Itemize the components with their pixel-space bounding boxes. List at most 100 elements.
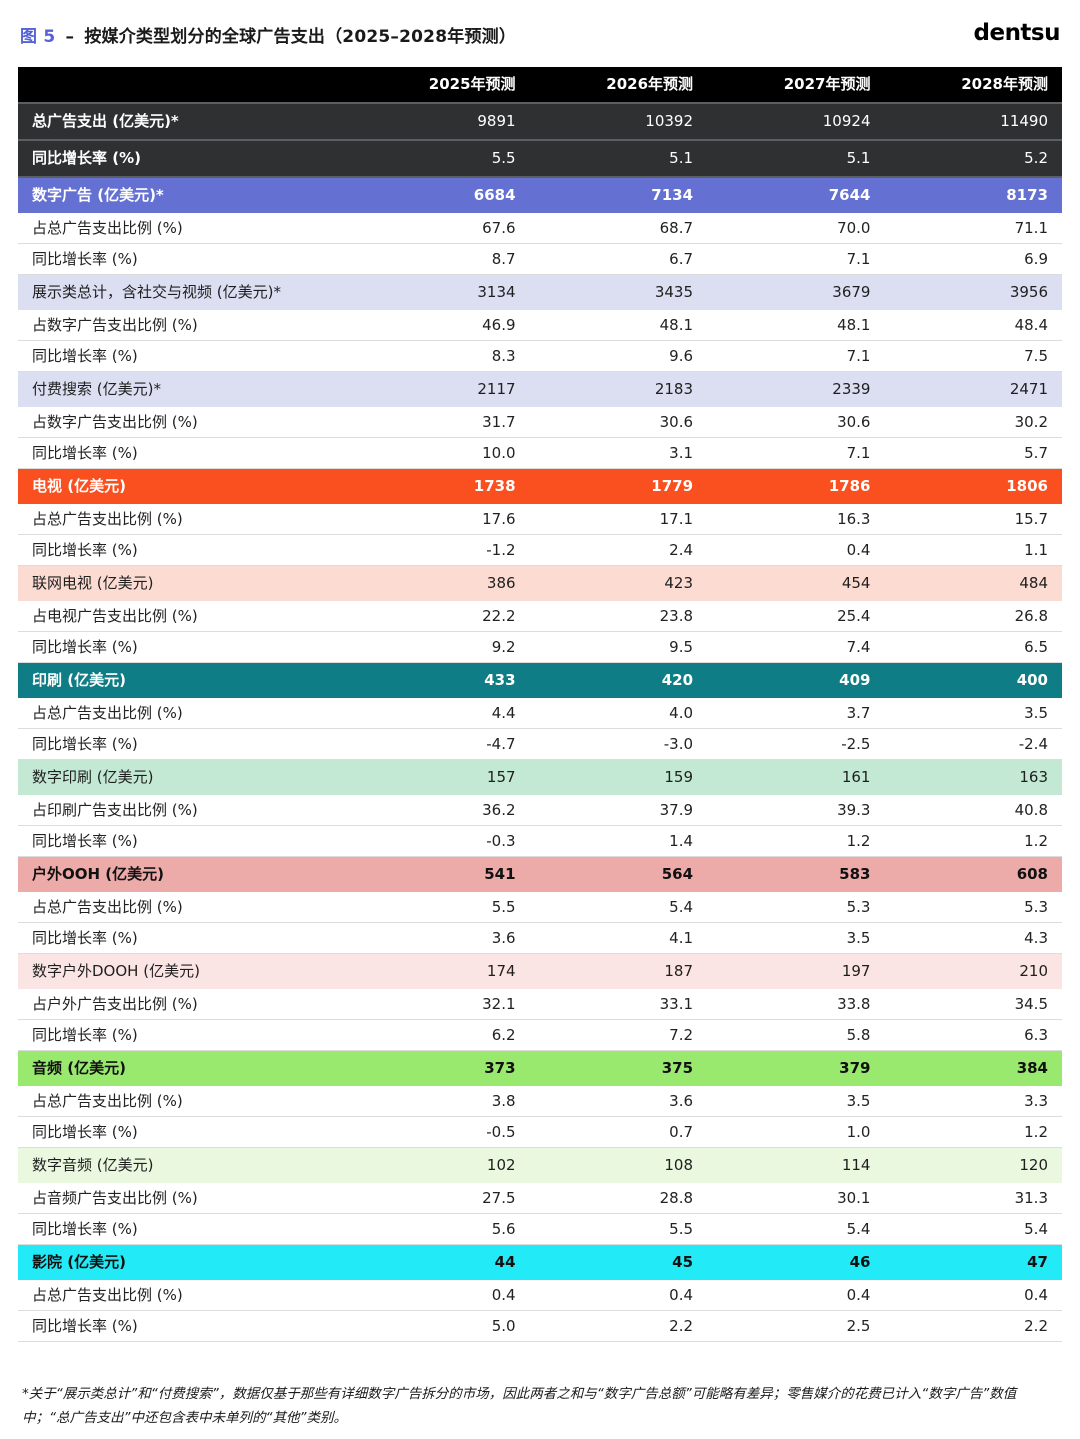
cell-value: 1.1 xyxy=(884,534,1062,566)
row-label: 同比增长率 (%) xyxy=(18,437,353,469)
cell-value: 10.0 xyxy=(352,437,530,469)
row-label: 同比增长率 (%) xyxy=(18,825,353,857)
table-row: 电视 (亿美元) 1738 1779 1786 1806 xyxy=(18,468,1062,504)
cell-value: 45 xyxy=(672,1253,694,1271)
table-row: 数字户外DOOH (亿美元) 174 187 197 210 xyxy=(18,953,1062,989)
cell-value: 11490 xyxy=(1000,112,1048,130)
cell-value: 400 xyxy=(1016,671,1048,689)
cell-value: 2471 xyxy=(1009,380,1048,398)
cell-value: 5.8 xyxy=(707,1019,885,1051)
cell-value: 10392 xyxy=(645,112,694,130)
cell-value: -0.3 xyxy=(352,825,530,857)
cell-value: 6.3 xyxy=(884,1019,1062,1051)
row-label: 同比增长率 (%) xyxy=(18,728,353,760)
cell-value: 157 xyxy=(486,768,516,786)
cell-value: 102 xyxy=(486,1156,516,1174)
cell-value: 3435 xyxy=(654,283,694,301)
row-label: 同比增长率 (%) xyxy=(18,340,353,372)
cell-value: 0.4 xyxy=(352,1280,530,1311)
cell-value: 159 xyxy=(664,768,694,786)
table-row: 占总广告支出比例 (%) 3.8 3.6 3.5 3.3 xyxy=(18,1086,1062,1117)
cell-value: 1.0 xyxy=(707,1116,885,1148)
cell-value: 1.4 xyxy=(529,825,708,857)
table-row: 同比增长率 (%) -0.3 1.4 1.2 1.2 xyxy=(18,825,1062,857)
cell-value: 5.3 xyxy=(884,892,1062,923)
cell-value: 15.7 xyxy=(884,504,1062,535)
cell-value: 4.3 xyxy=(884,922,1062,954)
title-text: 按媒介类型划分的全球广告支出（2025–2028年预测） xyxy=(84,27,517,47)
cell-value: 379 xyxy=(839,1059,871,1077)
row-label: 占总广告支出比例 (%) xyxy=(18,1280,353,1311)
table-row: 数字音频 (亿美元) 102 108 114 120 xyxy=(18,1147,1062,1183)
cell-value: 7.5 xyxy=(884,340,1062,372)
row-label: 占户外广告支出比例 (%) xyxy=(18,989,353,1020)
cell-value: 7.1 xyxy=(707,437,885,469)
cell-value: 608 xyxy=(1016,865,1048,883)
table-row: 同比增长率 (%) -4.7 -3.0 -2.5 -2.4 xyxy=(18,728,1062,760)
table-row: 同比增长率 (%) 8.3 9.6 7.1 7.5 xyxy=(18,340,1062,372)
cell-value: 6.7 xyxy=(529,243,708,275)
cell-value: 433 xyxy=(484,671,516,689)
row-label: 同比增长率 (%) xyxy=(18,534,353,566)
cell-value: 7.2 xyxy=(529,1019,708,1051)
row-label: 同比增长率 (%) xyxy=(32,149,141,167)
table-row: 数字印刷 (亿美元) 157 159 161 163 xyxy=(18,759,1062,795)
table-row: 占总广告支出比例 (%) 5.5 5.4 5.3 5.3 xyxy=(18,892,1062,923)
cell-value: 3956 xyxy=(1009,283,1048,301)
cell-value: 108 xyxy=(664,1156,694,1174)
cell-value: -4.7 xyxy=(352,728,530,760)
cell-value: 3134 xyxy=(477,283,516,301)
cell-value: 17.6 xyxy=(352,504,530,535)
cell-value: 7644 xyxy=(828,186,871,204)
cell-value: 71.1 xyxy=(884,213,1062,244)
table-row: 同比增长率 (%) -1.2 2.4 0.4 1.1 xyxy=(18,534,1062,566)
cell-value: 25.4 xyxy=(707,601,885,632)
cell-value: 0.4 xyxy=(707,1280,885,1311)
cell-value: 27.5 xyxy=(352,1183,530,1214)
cell-value: 31.3 xyxy=(884,1183,1062,1214)
table-row: 同比增长率 (%) -0.5 0.7 1.0 1.2 xyxy=(18,1116,1062,1148)
cell-value: 44 xyxy=(494,1253,516,1271)
cell-value: 5.5 xyxy=(491,149,516,167)
cell-value: 454 xyxy=(841,574,871,592)
cell-value: 1786 xyxy=(828,477,871,495)
row-label: 占总广告支出比例 (%) xyxy=(18,1086,353,1117)
cell-value: 30.1 xyxy=(707,1183,885,1214)
row-label: 占总广告支出比例 (%) xyxy=(18,504,353,535)
cell-value: 0.4 xyxy=(884,1280,1062,1311)
row-label: 户外OOH (亿美元) xyxy=(32,865,164,883)
cell-value: 3.7 xyxy=(707,698,885,729)
cell-value: 3.8 xyxy=(352,1086,530,1117)
cell-value: 3.1 xyxy=(529,437,708,469)
cell-value: 6684 xyxy=(473,186,516,204)
row-label: 占总广告支出比例 (%) xyxy=(18,892,353,923)
cell-value: 120 xyxy=(1019,1156,1048,1174)
table-row: 占总广告支出比例 (%) 4.4 4.0 3.7 3.5 xyxy=(18,698,1062,729)
cell-value: 67.6 xyxy=(352,213,530,244)
cell-value: 0.4 xyxy=(707,534,885,566)
cell-value: 40.8 xyxy=(884,795,1062,826)
cell-value: 174 xyxy=(486,962,516,980)
cell-value: 409 xyxy=(839,671,871,689)
figure-label: 图 5 xyxy=(20,27,56,47)
cell-value: 48.4 xyxy=(884,310,1062,341)
row-label: 占印刷广告支出比例 (%) xyxy=(18,795,353,826)
table-row: 占总广告支出比例 (%) 17.6 17.1 16.3 15.7 xyxy=(18,504,1062,535)
cell-value: 28.8 xyxy=(529,1183,708,1214)
row-label: 电视 (亿美元) xyxy=(32,477,126,495)
table-row: 占户外广告支出比例 (%) 32.1 33.1 33.8 34.5 xyxy=(18,989,1062,1020)
table-row: 占音频广告支出比例 (%) 27.5 28.8 30.1 31.3 xyxy=(18,1183,1062,1214)
table-row: 户外OOH (亿美元) 541 564 583 608 xyxy=(18,856,1062,892)
table-row: 同比增长率 (%) 5.0 2.2 2.5 2.2 xyxy=(18,1310,1062,1342)
cell-value: 6.2 xyxy=(352,1019,530,1051)
cell-value: 48.1 xyxy=(707,310,885,341)
row-label: 同比增长率 (%) xyxy=(18,1116,353,1148)
cell-value: 583 xyxy=(839,865,871,883)
cell-value: 30.2 xyxy=(884,407,1062,438)
row-label: 印刷 (亿美元) xyxy=(32,671,126,689)
row-label: 同比增长率 (%) xyxy=(18,631,353,663)
cell-value: 161 xyxy=(841,768,871,786)
cell-value: 8.7 xyxy=(352,243,530,275)
cell-value: -0.5 xyxy=(352,1116,530,1148)
cell-value: 2.5 xyxy=(707,1310,885,1342)
